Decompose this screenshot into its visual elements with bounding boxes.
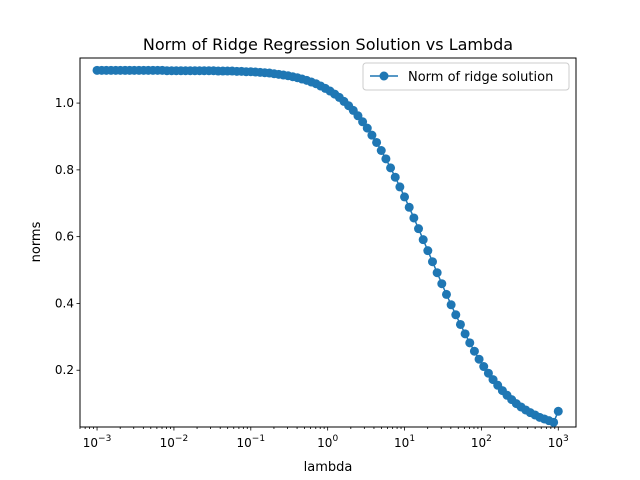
y-axis-label: norms xyxy=(29,221,44,262)
data-point xyxy=(483,368,493,378)
x-tick-label: 10−3 xyxy=(83,434,112,450)
y-tick-label: 0.8 xyxy=(55,163,74,177)
legend-marker xyxy=(379,71,389,81)
data-point xyxy=(479,362,489,372)
data-point xyxy=(390,172,400,182)
data-point xyxy=(358,117,368,127)
data-point xyxy=(367,130,377,140)
y-axis-ticks: 0.2 0.4 0.6 0.8 1.0 xyxy=(55,96,80,377)
data-point xyxy=(455,319,465,329)
data-point xyxy=(400,192,410,202)
legend: Norm of ridge solution xyxy=(362,62,570,91)
y-tick-label: 0.6 xyxy=(55,230,74,244)
data-point xyxy=(460,329,470,339)
x-axis-ticks: 10−3 10−2 10−1 100 101 102 103 xyxy=(79,427,569,450)
data-point xyxy=(395,182,405,192)
data-point xyxy=(451,310,461,320)
data-point xyxy=(381,154,391,164)
x-axis-label: lambda xyxy=(304,460,353,475)
data-point xyxy=(362,123,372,133)
data-point xyxy=(418,235,428,245)
y-tick-label: 0.4 xyxy=(55,296,74,310)
data-point xyxy=(446,300,456,310)
data-point xyxy=(469,346,479,356)
data-point xyxy=(549,417,559,427)
x-tick-label: 100 xyxy=(317,434,338,450)
data-point xyxy=(474,354,484,364)
legend-box xyxy=(362,62,570,91)
data-point xyxy=(441,289,451,299)
data-point xyxy=(404,202,414,212)
data-point xyxy=(372,137,382,147)
data-point xyxy=(409,213,419,223)
x-tick-label: 103 xyxy=(548,434,569,450)
data-point xyxy=(427,257,437,267)
series-layer xyxy=(92,65,563,427)
x-tick-label: 10−2 xyxy=(160,434,189,450)
x-tick-label: 101 xyxy=(394,434,415,450)
legend-label: Norm of ridge solution xyxy=(408,70,553,85)
x-tick-label: 102 xyxy=(471,434,492,450)
y-tick-label: 0.2 xyxy=(55,363,74,377)
data-point xyxy=(432,268,442,278)
data-point xyxy=(465,338,475,348)
data-point xyxy=(553,406,563,416)
chart-title: Norm of Ridge Regression Solution vs Lam… xyxy=(143,35,513,54)
x-tick-label: 10−1 xyxy=(237,434,266,450)
data-point xyxy=(414,224,424,234)
data-point xyxy=(423,246,433,256)
data-point xyxy=(437,279,447,289)
data-point xyxy=(376,146,386,155)
plot-frame xyxy=(79,57,577,428)
data-point xyxy=(386,163,396,173)
y-tick-label: 1.0 xyxy=(55,96,74,110)
